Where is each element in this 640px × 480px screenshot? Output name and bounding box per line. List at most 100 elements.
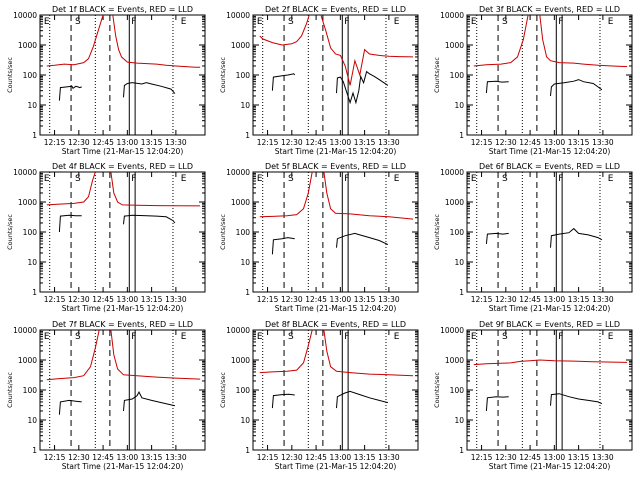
x-tick-label: 13:00 — [330, 295, 352, 304]
y-axis-label: Counts/sec — [219, 57, 227, 93]
x-tick-label: 12:45 — [305, 138, 327, 147]
x-axis-label: Start Time (21-Mar-15 12:04:20) — [489, 304, 611, 313]
phase-marker-label: E — [181, 332, 187, 342]
x-tick-label: 12:30 — [495, 453, 517, 462]
x-tick-label: 12:30 — [281, 295, 303, 304]
panel-title: Det 8f BLACK = Events, RED = LLD — [265, 320, 406, 329]
x-tick-label: 12:15 — [471, 138, 493, 147]
phase-marker-label: S — [75, 332, 81, 342]
y-tick-label: 100 — [236, 228, 251, 237]
phase-marker-label: S — [75, 174, 81, 184]
events-series-line — [58, 214, 82, 233]
y-tick-label: 1000 — [445, 41, 464, 50]
x-tick-label: 13:15 — [141, 138, 163, 147]
y-tick-label: 1 — [32, 288, 37, 297]
x-tick-label: 13:30 — [165, 453, 187, 462]
x-tick-label: 13:15 — [141, 295, 163, 304]
x-tick-label: 12:30 — [68, 138, 90, 147]
events-series-line — [485, 396, 509, 412]
detector-panel: 1 10 100 1000 10000 12:15 12:30 12:45 13:00 13:15… — [433, 5, 633, 156]
phase-marker-label: S — [288, 332, 294, 342]
y-axis-label: Counts/sec — [433, 372, 441, 408]
panel-title: Det 6f BLACK = Events, RED = LLD — [479, 162, 620, 171]
x-tick-label: 13:00 — [330, 453, 352, 462]
plot-frame — [466, 171, 633, 293]
x-axis-label: Start Time (21-Mar-15 12:04:20) — [489, 147, 611, 156]
panel-title: Det 9f BLACK = Events, RED = LLD — [479, 320, 620, 329]
y-tick-label: 10 — [27, 416, 37, 425]
x-tick-label: 12:15 — [257, 295, 279, 304]
x-tick-label: 13:30 — [592, 453, 614, 462]
lld-series-line — [110, 330, 201, 380]
x-tick-label: 12:45 — [92, 295, 114, 304]
y-tick-label: 100 — [236, 71, 251, 80]
detector-panel: 1 10 100 1000 10000 12:15 12:30 12:45 13:00 13:15… — [433, 162, 633, 313]
events-series-line — [336, 70, 389, 105]
lld-series-line — [473, 359, 628, 366]
detector-panel: 1 10 100 1000 10000 12:15 12:30 12:45 13:00 13:15… — [6, 320, 206, 471]
lld-series-line — [46, 330, 100, 381]
y-tick-label: 1 — [245, 288, 250, 297]
x-tick-label: 13:00 — [117, 138, 139, 147]
x-tick-label: 13:15 — [354, 453, 376, 462]
y-tick-label: 100 — [450, 386, 465, 395]
panel-title: Det 3f BLACK = Events, RED = LLD — [479, 5, 620, 14]
x-tick-label: 12:45 — [305, 295, 327, 304]
x-tick-label: 13:30 — [378, 138, 400, 147]
y-tick-label: 10000 — [440, 11, 464, 20]
y-tick-label: 1000 — [231, 198, 250, 207]
phase-marker-label: E — [394, 174, 400, 184]
lld-series-line — [320, 15, 414, 86]
detector-panel: 1 10 100 1000 10000 12:15 12:30 12:45 13:00 13:15… — [219, 5, 419, 156]
y-tick-label: 10000 — [226, 11, 250, 20]
phase-marker-label: E — [257, 174, 263, 184]
y-tick-label: 1000 — [231, 356, 250, 365]
lld-series-line — [46, 15, 104, 67]
lld-series-line — [259, 330, 313, 374]
x-tick-label: 13:15 — [141, 453, 163, 462]
x-tick-label: 13:30 — [165, 138, 187, 147]
y-tick-label: 10 — [454, 101, 464, 110]
y-tick-label: 1 — [459, 446, 464, 455]
y-axis-label: Counts/sec — [6, 57, 14, 93]
y-axis-label: Counts/sec — [6, 214, 14, 250]
phase-marker-label: E — [257, 332, 263, 342]
x-tick-label: 12:15 — [257, 453, 279, 462]
phase-marker-label: E — [44, 174, 50, 184]
phase-marker-label: F — [344, 17, 349, 27]
events-series-line — [550, 79, 603, 97]
x-tick-label: 13:30 — [592, 138, 614, 147]
x-tick-label: 13:30 — [378, 453, 400, 462]
panel-title: Det 1f BLACK = Events, RED = LLD — [52, 5, 193, 14]
events-series-line — [550, 227, 603, 248]
phase-marker-label: S — [288, 174, 294, 184]
plot-frame — [252, 329, 419, 451]
x-tick-label: 13:00 — [330, 138, 352, 147]
events-series-line — [58, 399, 82, 415]
x-tick-label: 13:30 — [165, 295, 187, 304]
phase-marker-label: S — [502, 17, 508, 27]
phase-marker-label: E — [394, 332, 400, 342]
y-tick-label: 1000 — [445, 356, 464, 365]
plot-frame — [466, 14, 633, 136]
y-tick-label: 10000 — [13, 326, 37, 335]
y-axis-label: Counts/sec — [6, 372, 14, 408]
x-tick-label: 13:15 — [568, 138, 590, 147]
events-series-line — [123, 82, 176, 98]
phase-marker-label: F — [558, 332, 563, 342]
phase-marker-label: E — [181, 17, 187, 27]
y-tick-label: 100 — [23, 386, 38, 395]
y-tick-label: 1 — [459, 131, 464, 140]
phase-marker-label: S — [502, 174, 508, 184]
lld-series-line — [473, 15, 529, 67]
panel-title: Det 5f BLACK = Events, RED = LLD — [265, 162, 406, 171]
phase-marker-label: E — [608, 174, 614, 184]
y-tick-label: 10000 — [226, 168, 250, 177]
y-tick-label: 1000 — [445, 198, 464, 207]
x-axis-label: Start Time (21-Mar-15 12:04:20) — [275, 147, 397, 156]
x-tick-label: 12:45 — [92, 453, 114, 462]
y-tick-label: 10000 — [226, 326, 250, 335]
events-series-line — [271, 237, 295, 255]
phase-marker-label: E — [44, 332, 50, 342]
